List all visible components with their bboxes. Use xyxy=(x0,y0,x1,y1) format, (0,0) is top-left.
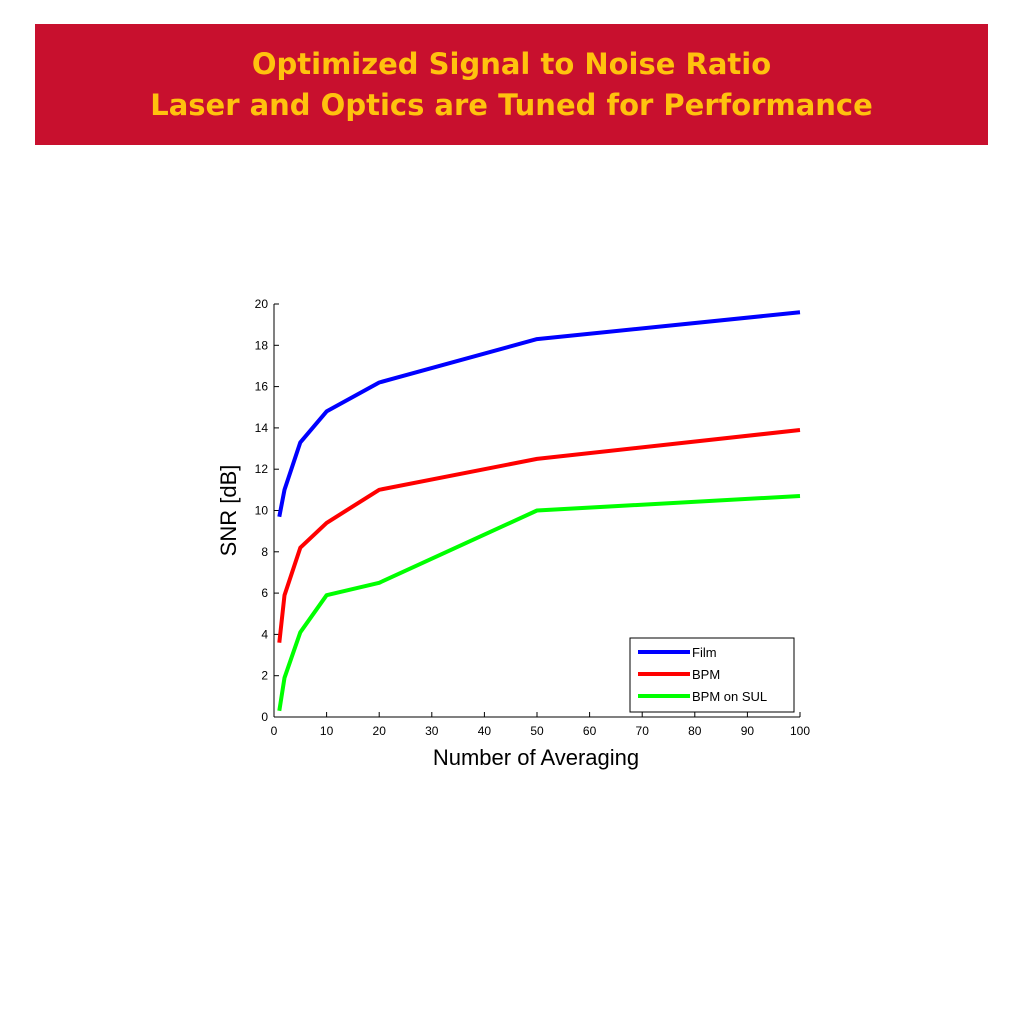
y-axis-ticks: 0 2 4 6 8 10 12 14 16 18 20 xyxy=(255,297,279,724)
x-tick-label: 100 xyxy=(790,724,810,738)
x-tick-label: 70 xyxy=(636,724,650,738)
title-line-2: Laser and Optics are Tuned for Performan… xyxy=(150,87,873,122)
x-axis-label: Number of Averaging xyxy=(433,745,639,770)
y-tick-label: 4 xyxy=(261,627,268,641)
legend-label: Film xyxy=(692,645,717,660)
y-tick-label: 10 xyxy=(255,504,269,518)
y-tick-label: 16 xyxy=(255,380,269,394)
title-line-1: Optimized Signal to Noise Ratio xyxy=(251,46,772,81)
y-tick-label: 2 xyxy=(261,669,268,683)
x-tick-label: 80 xyxy=(688,724,702,738)
legend-label: BPM on SUL xyxy=(692,689,767,704)
x-tick-label: 90 xyxy=(741,724,755,738)
x-tick-label: 10 xyxy=(320,724,334,738)
series-line-bpm xyxy=(277,428,801,643)
y-tick-label: 6 xyxy=(261,586,268,600)
x-tick-label: 20 xyxy=(373,724,387,738)
series-line-bpm-on-sul xyxy=(277,494,801,712)
y-tick-label: 18 xyxy=(255,338,269,352)
x-tick-label: 50 xyxy=(530,724,544,738)
x-axis-ticks: 0 10 20 30 40 50 60 70 80 90 100 xyxy=(271,712,810,738)
x-tick-label: 0 xyxy=(271,724,278,738)
legend-label: BPM xyxy=(692,667,720,682)
chart-svg: 0 2 4 6 8 10 12 14 16 18 20 0 10 20 30 40 50 60 70 80 90 100… xyxy=(216,297,810,770)
snr-chart: 0 2 4 6 8 10 12 14 16 18 20 0 10 20 30 40 50 60 70 80 90 100… xyxy=(200,280,840,790)
y-tick-label: 20 xyxy=(255,297,269,311)
series-lines xyxy=(277,310,801,712)
y-tick-label: 8 xyxy=(261,545,268,559)
y-tick-label: 14 xyxy=(255,421,269,435)
y-tick-label: 0 xyxy=(261,710,268,724)
x-tick-label: 30 xyxy=(425,724,439,738)
y-tick-label: 12 xyxy=(255,462,269,476)
title-banner: Optimized Signal to Noise Ratio Laser an… xyxy=(35,24,988,145)
legend: Film BPM BPM on SUL xyxy=(629,637,795,713)
y-axis-label: SNR [dB] xyxy=(216,465,241,557)
series-line-film xyxy=(277,310,801,518)
x-tick-label: 60 xyxy=(583,724,597,738)
x-tick-label: 40 xyxy=(478,724,492,738)
